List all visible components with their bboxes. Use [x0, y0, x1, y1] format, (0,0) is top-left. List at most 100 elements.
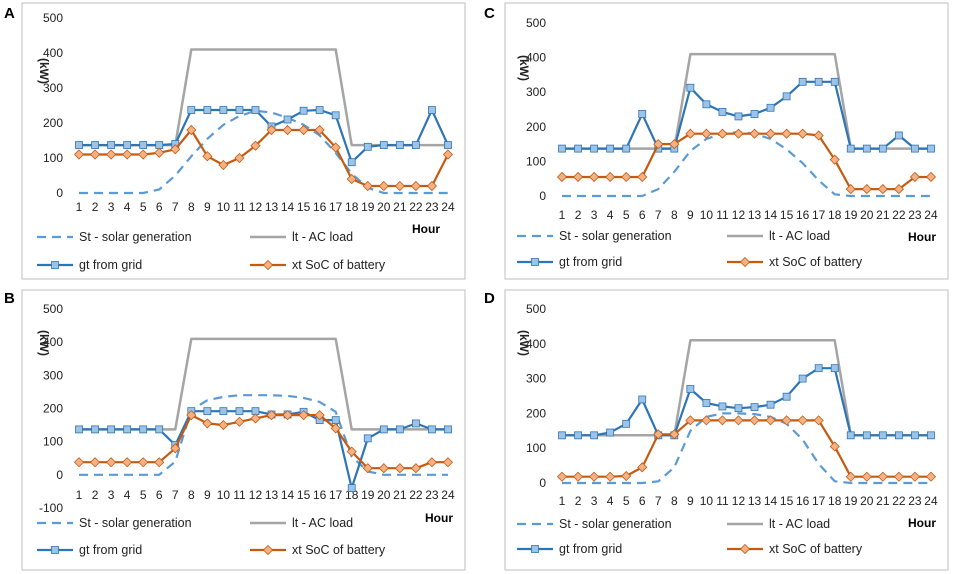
panel-c-xtick-label: 2	[575, 208, 582, 222]
panel-c-series-grid-point	[734, 112, 743, 121]
panel-d-series-grid-point	[798, 374, 807, 383]
panel-a-xtick-label: 14	[281, 200, 295, 214]
panel-d-series-grid-point	[911, 431, 919, 440]
panel-a-series-soc-point	[106, 149, 117, 160]
panel-d-label: D	[484, 290, 495, 307]
panel-b-xtick-label: 24	[441, 488, 455, 502]
panel-d-xtick-label: 21	[876, 494, 890, 508]
panel-c-xtick-label: 23	[908, 208, 922, 222]
panel-b-xtick-label: 19	[361, 488, 375, 502]
panel-b-ytick-label: -100	[39, 501, 63, 515]
panel-d-legend-grid-marker	[531, 545, 539, 553]
panel-b-xtick-label: 4	[124, 488, 131, 502]
panel-b-ytick-label: 400	[43, 335, 63, 349]
panel-a-series-grid-point	[315, 106, 324, 114]
panel-d-legend-grid-label: gt from grid	[559, 542, 622, 556]
panel-c-ytick-label: 300	[526, 85, 546, 99]
panel-c-series-grid-point	[718, 108, 727, 116]
panel-d-series-soc-point	[685, 415, 696, 426]
panel-b-series-grid-point	[123, 425, 132, 434]
panel-a-xtick-label: 5	[140, 200, 147, 214]
panel-a-series-soc-line	[79, 128, 449, 188]
panel-d-ytick-label: 0	[539, 476, 546, 490]
panel-a-x-axis-title: Hour	[412, 222, 440, 236]
panel-b-frame	[21, 289, 466, 571]
panel-c-series-grid-point	[686, 83, 695, 92]
panel-b-series-soc-point	[266, 410, 277, 421]
panel-c-series-soc-point	[733, 128, 744, 139]
panel-a-series-soc-point	[234, 152, 245, 164]
panel-c-series-grid-point	[878, 144, 887, 153]
panel-b-series-soc-point	[394, 463, 405, 474]
panel-d-xtick-label: 14	[764, 494, 778, 508]
panel-c-legend-load-label: lt - AC load	[769, 229, 830, 243]
panel-c-xtick-label: 10	[700, 208, 714, 222]
panel-a-series-soc-point	[378, 180, 389, 192]
panel-d-legend-soc-label: xt SoC of battery	[769, 542, 863, 556]
panel-a-xtick-label: 4	[124, 200, 131, 214]
panel-b-ytick-label: 200	[43, 402, 63, 416]
panel-a-series-grid-point	[107, 141, 116, 149]
panel-a-series-grid-point	[251, 106, 260, 114]
panel-b-xtick-label: 6	[156, 488, 163, 502]
panel-d-series-grid-point	[686, 385, 695, 393]
panel-d-series-grid-point	[734, 404, 743, 413]
panel-a-xtick-label: 6	[156, 200, 163, 214]
panel-b-series-soc-point	[314, 410, 325, 421]
panel-a-ytick-label: 500	[43, 11, 63, 25]
panel-b-xtick-label: 2	[92, 488, 99, 502]
panel-d-series-grid-point	[622, 419, 631, 428]
panel-d-series-grid-point	[927, 431, 935, 440]
panel-c-series-grid-point	[638, 110, 647, 118]
panel-a-xtick-label: 22	[409, 200, 423, 214]
panel-c-series-soc-point	[861, 184, 872, 195]
panel-d-series-soc-point	[749, 415, 760, 426]
panel-c-series-soc-point	[813, 130, 824, 141]
panel-c-xtick-label: 21	[876, 208, 890, 222]
panel-d-xtick-label: 6	[639, 494, 646, 508]
panel-c-xtick-label: 17	[812, 208, 826, 222]
panel-c-series-soc-point	[845, 184, 856, 195]
panel-a-series-grid-point	[91, 141, 99, 149]
panel-a-series-soc-point	[250, 140, 261, 151]
panel-d-xtick-label: 17	[812, 494, 826, 508]
panel-a-series-soc-point	[202, 151, 213, 162]
panel-b-series-soc-line	[79, 414, 448, 470]
panel-d-y-axis-title: (kW)	[517, 330, 531, 356]
panel-c-legend-grid-marker	[531, 258, 539, 266]
panel-a-xtick-label: 13	[265, 200, 279, 214]
panel-a-xtick-label: 15	[297, 200, 311, 214]
panel-d-series-grid-point	[638, 395, 647, 404]
panel-b-xtick-label: 13	[265, 488, 279, 502]
panel-c-xtick-label: 8	[671, 208, 678, 222]
panel-c-xtick-label: 24	[924, 208, 938, 222]
panel-c-ytick-label: 100	[526, 154, 546, 168]
panel-a-series-grid-point	[331, 111, 340, 120]
panel-d-series-soc-point	[861, 471, 872, 482]
panel-a-series-grid-point	[155, 141, 164, 149]
panel-b-series-soc-point	[298, 410, 309, 421]
panel-a-xtick-label: 9	[204, 200, 211, 214]
panel-d-series-solar-line	[562, 412, 931, 485]
panel-a-frame	[21, 2, 466, 280]
panel-b-series-soc-point	[346, 446, 357, 457]
panel-d-series-soc-point	[733, 415, 744, 426]
panel-d-xtick-label: 15	[780, 494, 794, 508]
panel-a-series-soc-point	[89, 149, 101, 160]
panel-d-series-grid-point	[574, 431, 582, 440]
panel-c-series-grid-point	[590, 144, 599, 153]
panel-c-series-soc-point	[701, 128, 712, 139]
panel-b-x-axis-title: Hour	[425, 511, 453, 525]
panel-b-xtick-label: 8	[188, 488, 195, 502]
panel-b-series-grid-point	[444, 425, 452, 434]
panel-b-series-soc-point	[250, 413, 261, 424]
panel-c-frame	[504, 2, 949, 280]
panel-c-series-soc-point	[637, 171, 648, 183]
panel-d-xtick-label: 8	[671, 494, 678, 508]
panel-b-ytick-label: 500	[43, 302, 63, 316]
panel-a-series-soc-point	[330, 142, 341, 153]
